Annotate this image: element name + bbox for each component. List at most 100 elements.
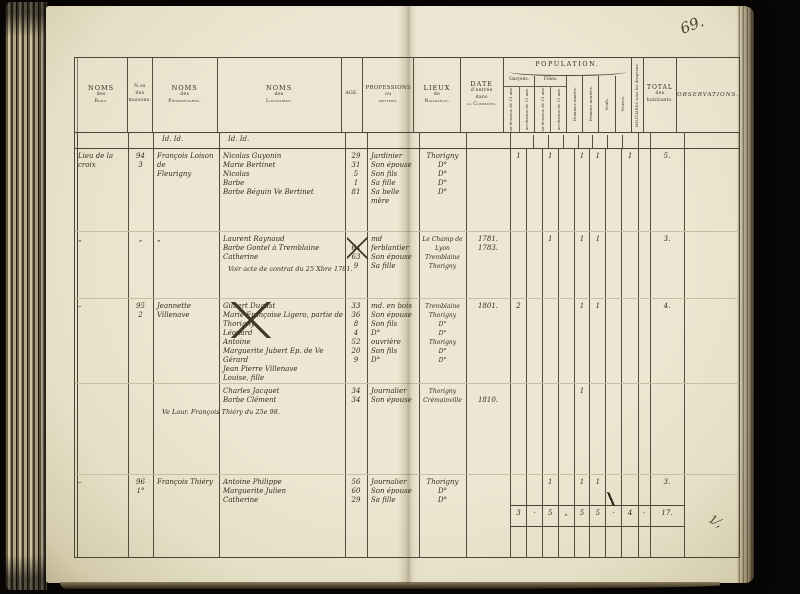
ditto-proprietaires: Id. Id. (154, 132, 220, 148)
entry-dates (467, 148, 511, 231)
ages: 29 31 5 1 81 (346, 148, 368, 231)
ditto-row: Id. Id. Id. Id. (75, 132, 739, 149)
page-totals-row: 3 · 5 „ 5 5 · 4 · 17. (75, 504, 739, 527)
veuves-label: Veuves. (620, 96, 626, 112)
owner-name: „ (154, 231, 220, 298)
household-total: 4. (651, 298, 685, 383)
register-page: 69. NOMS des Rues. N.os des maisons. NOM… (46, 6, 754, 583)
household-row-2: „ „ „ Laurent Raynaud Barbe Gontel à Tre… (75, 230, 739, 298)
veufs-label: Veufs. (604, 97, 610, 110)
owner-name (154, 383, 220, 474)
header-garcons: Garçons. au-dessous de 21 ans. au-dessus… (503, 76, 536, 132)
observations-cell (685, 232, 739, 298)
household-row-3: – 95 2 Jeannette Villenave Gilbert Dugas… (75, 297, 739, 383)
population-totals: 3 · 5 „ 5 5 · 4 (511, 504, 639, 527)
book-left-page-edges (5, 2, 47, 590)
house-number: 94 3 (129, 148, 154, 231)
ink-check-mark (602, 491, 620, 507)
header-observations: OBSERVATIONS. (677, 91, 740, 98)
street-name: „ (75, 231, 129, 298)
header-militaires: MILITAIRES sous les drapeaux. (632, 58, 644, 132)
entry-dates: 1781. 1783. (467, 231, 511, 298)
household-row-1: Lieu de la croix 94 3 François Loison de… (75, 148, 739, 231)
street-name: – (75, 298, 129, 383)
house-number: „ (129, 231, 154, 298)
filles-over21-label: au-dessus de 21 ans. (555, 88, 561, 131)
folio-number: 69. (677, 12, 707, 38)
hommes-maries-label: Hommes mariés. (571, 86, 577, 121)
birthplaces: Le Champ de Lyon Tremblaine Thorigny (420, 231, 467, 298)
birthplaces: Thorigny D° D° (420, 474, 467, 505)
household-total: 5. (651, 148, 685, 231)
header-filles: Filles. au-dessous de 21 ans. au-dessus … (535, 76, 567, 132)
military-tally (639, 148, 651, 231)
header-date: DATE d'entrée dans la Commune. (461, 58, 504, 132)
household-total: 3. (651, 474, 685, 505)
street-name (75, 383, 129, 474)
ages: 56 60 29 (346, 474, 368, 505)
tenant-names: Charles Jacquet Barbe Clément Ve Laur. F… (162, 383, 346, 474)
census-table: NOMS des Rues. N.os des maisons. NOMS de… (74, 57, 740, 558)
header-professions: PROFESSIONS ou métiers. (363, 58, 415, 132)
owner-name: Jeannette Villenave (154, 298, 220, 383)
household-total (651, 383, 685, 474)
professions: Journalier Son épouse (368, 383, 420, 474)
professions: Jardinier Son épouse Son fils Sa fille S… (368, 148, 420, 231)
ages: 64 63 9 (346, 231, 368, 298)
header-locataires: NOMS des Locataires. (218, 58, 342, 132)
household-row-4: Charles Jacquet Barbe Clément Ve Laur. F… (75, 382, 739, 474)
marginal-note: Voir acte de contrat du 25 Xbre 1781. (228, 264, 353, 273)
garcons-over21-label: au-dessus de 21 ans. (524, 88, 530, 131)
population-tallies: 1 (511, 383, 639, 474)
tenant-names: Laurent Raynaud Barbe Gontel à Tremblain… (220, 231, 353, 298)
military-tally (639, 298, 651, 383)
birthplaces: Thorigny D° D° D° D° (420, 148, 467, 231)
grand-total: 17. (651, 504, 685, 527)
owner-name: François Loison de Fleurigny (154, 148, 220, 231)
entry-dates: 1810. (467, 383, 511, 474)
ages: 33 36 8 4 52 20 9 (346, 298, 368, 383)
empty-rows-area (75, 526, 739, 557)
ditto-locataires: Id. Id. (220, 132, 346, 148)
tenant-names: Nicolas Guyonin Marie Bertinet Nicolas B… (220, 148, 346, 231)
ages: 34 34 (346, 383, 368, 474)
entry-dates (467, 474, 511, 505)
entry-dates: 1801. (467, 298, 511, 383)
military-tally (639, 231, 651, 298)
tenant-names: Gilbert Dugast Marie Françoise Ligero, p… (220, 298, 346, 383)
book-bottom-page-edges (60, 582, 720, 589)
professions: md ferblantier Son épouse Sa fille (368, 231, 420, 298)
population-subheader: Garçons. au-dessous de 21 ans. au-dessus… (503, 76, 631, 132)
femmes-mariees-label: Femmes mariées. (587, 85, 593, 122)
header-age: AGE. (342, 58, 364, 132)
military-total: · (639, 504, 651, 527)
observations-cell (685, 384, 739, 474)
professions: md. en bois Son épouse Son fils D° ouvri… (368, 298, 420, 383)
header-lieux: LIEUX de Naissance. (414, 58, 461, 132)
garcons-under21-label: au-dessous de 21 ans. (508, 87, 514, 132)
military-tally (639, 474, 651, 505)
filles-under21-label: au-dessous de 21 ans. (539, 87, 545, 132)
header-rues: NOMS des Rues. (75, 58, 129, 132)
military-tally (639, 383, 651, 474)
header-population: POPULATION. Garçons. au-dessous de 21 an… (503, 58, 632, 132)
professions: Journalier Son épouse Sa fille (368, 474, 420, 505)
birthplaces: Thorigny Crémainville (420, 383, 467, 474)
owner-name: François Thiéry (154, 474, 220, 505)
table-header-row: NOMS des Rues. N.os des maisons. NOMS de… (75, 58, 739, 133)
header-maisons: N.os des maisons. (128, 58, 153, 132)
observations-cell (685, 149, 739, 231)
observations-cell (685, 475, 739, 505)
house-number: 96 1° (129, 474, 154, 505)
marginal-note: Ve Laur. François Thiéry du 25e 98. (162, 407, 280, 416)
observations-cell (685, 299, 739, 383)
street-name: Lieu de la croix (75, 148, 129, 231)
birthplaces: Tremblaine Thorigny D° D° Thorigny D° D° (420, 298, 467, 383)
header-proprietaires: NOMS des Propriétaires. (153, 58, 218, 132)
house-number (129, 383, 154, 474)
